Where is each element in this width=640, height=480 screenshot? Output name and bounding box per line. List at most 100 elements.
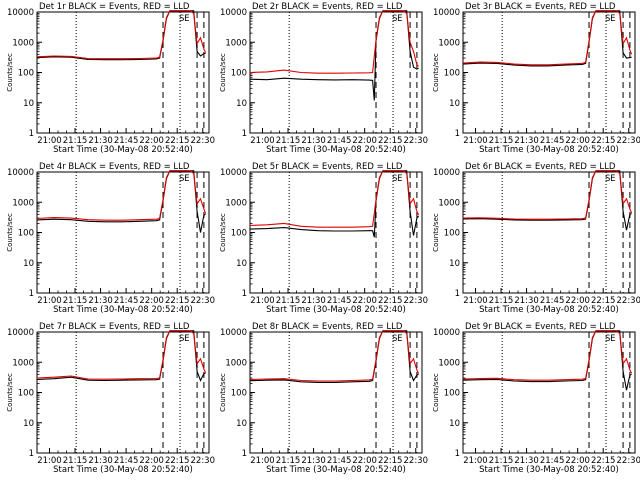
- y-tick-label: 10: [23, 99, 34, 109]
- x-tick-label: 22:15: [165, 136, 190, 146]
- y-tick-label: 1000: [225, 358, 247, 368]
- marker-label-e: E: [397, 174, 402, 184]
- plot-frame: [462, 171, 636, 294]
- y-tick-label: 1000: [438, 198, 460, 208]
- x-tick-label: 21:00: [37, 456, 62, 466]
- marker-label-s: S: [392, 334, 397, 344]
- x-tick-label: 21:45: [540, 136, 565, 146]
- chart-title: Det 5r BLACK = Events, RED = LLD: [252, 162, 403, 172]
- x-tick-label: 22:15: [165, 456, 190, 466]
- series-line-lld: [249, 330, 420, 382]
- y-tick-label: 10: [449, 419, 460, 429]
- chart-panel-1: Det 1r BLACK = Events, RED = LLD 1 10 100 10…: [6, 2, 215, 155]
- y-tick-label: 1: [29, 129, 34, 139]
- y-axis-label: Counts/sec: [432, 373, 440, 412]
- chart-panel-8: Det 8r BLACK = Events, RED = LLD 1 10 100 10…: [219, 322, 428, 475]
- x-tick-label: 21:15: [63, 136, 88, 146]
- x-axis-label: Start Time (30-May-08 20:52:40): [266, 145, 406, 155]
- y-tick-label: 100: [18, 229, 34, 239]
- y-tick-label: 1: [29, 289, 34, 299]
- x-tick-label: 21:45: [114, 456, 139, 466]
- y-tick-label: 10000: [7, 328, 34, 338]
- x-tick-label: 21:00: [250, 136, 275, 146]
- series-line-lld: [249, 170, 420, 228]
- chart-title: Det 9r BLACK = Events, RED = LLD: [465, 322, 616, 332]
- y-tick-label: 1: [242, 129, 247, 139]
- x-tick-label: 22:00: [139, 456, 164, 466]
- y-tick-label: 1000: [12, 38, 34, 48]
- y-tick-label: 100: [18, 389, 34, 399]
- x-tick-label: 21:15: [276, 296, 301, 306]
- x-tick-label: 22:00: [565, 296, 590, 306]
- x-tick-label: 21:00: [250, 456, 275, 466]
- x-tick-label: 21:15: [63, 296, 88, 306]
- x-tick-label: 22:15: [165, 296, 190, 306]
- x-tick-label: 22:00: [139, 136, 164, 146]
- x-axis-label: Start Time (30-May-08 20:52:40): [479, 145, 619, 155]
- y-tick-label: 1: [242, 289, 247, 299]
- y-tick-label: 1: [455, 289, 460, 299]
- y-tick-label: 10000: [220, 8, 247, 18]
- plot-frame: [36, 11, 210, 134]
- x-tick-label: 22:30: [617, 296, 640, 306]
- marker-label-s: S: [179, 174, 184, 184]
- x-tick-label: 21:00: [463, 456, 488, 466]
- chart-panel-2: Det 2r BLACK = Events, RED = LLD 1 10 100 10…: [219, 2, 428, 155]
- marker-label-s: S: [605, 14, 610, 24]
- x-tick-label: 21:45: [327, 456, 352, 466]
- y-tick-label: 10: [236, 99, 247, 109]
- marker-label-s: S: [179, 14, 184, 24]
- chart-title: Det 3r BLACK = Events, RED = LLD: [465, 2, 616, 12]
- marker-label-e: E: [184, 14, 189, 24]
- y-tick-label: 10000: [7, 168, 34, 178]
- x-tick-label: 21:30: [301, 296, 326, 306]
- x-tick-label: 22:30: [617, 456, 640, 466]
- x-tick-label: 21:00: [463, 296, 488, 306]
- y-axis-label: Counts/sec: [6, 213, 14, 252]
- x-tick-label: 22:00: [352, 456, 377, 466]
- x-axis-label: Start Time (30-May-08 20:52:40): [266, 305, 406, 315]
- y-tick-label: 1000: [225, 38, 247, 48]
- plot-frame: [462, 331, 636, 454]
- y-tick-label: 10000: [433, 328, 460, 338]
- x-tick-label: 21:15: [489, 136, 514, 146]
- x-tick-label: 21:15: [489, 456, 514, 466]
- y-tick-label: 10000: [433, 168, 460, 178]
- marker-label-s: S: [392, 14, 397, 24]
- chart-title: Det 7r BLACK = Events, RED = LLD: [39, 322, 190, 332]
- y-tick-label: 10: [449, 259, 460, 269]
- series-line-lld: [462, 170, 633, 220]
- series-line-lld: [36, 10, 207, 60]
- y-tick-label: 1000: [12, 198, 34, 208]
- x-tick-label: 21:00: [463, 136, 488, 146]
- chart-title: Det 4r BLACK = Events, RED = LLD: [39, 162, 190, 172]
- series-line-lld: [462, 10, 633, 66]
- x-tick-label: 21:15: [489, 296, 514, 306]
- x-tick-label: 22:15: [591, 296, 616, 306]
- x-tick-label: 21:00: [37, 136, 62, 146]
- y-tick-label: 1: [29, 449, 34, 459]
- marker-label-s: S: [605, 174, 610, 184]
- y-tick-label: 100: [444, 69, 460, 79]
- y-tick-label: 10: [23, 419, 34, 429]
- x-axis-label: Start Time (30-May-08 20:52:40): [53, 145, 193, 155]
- y-tick-label: 1000: [438, 358, 460, 368]
- chart-panel-3: Det 3r BLACK = Events, RED = LLD 1 10 100 10…: [432, 2, 640, 155]
- y-tick-label: 100: [18, 69, 34, 79]
- x-tick-label: 22:00: [139, 296, 164, 306]
- y-tick-label: 1000: [438, 38, 460, 48]
- marker-label-e: E: [184, 174, 189, 184]
- x-tick-label: 22:30: [191, 456, 216, 466]
- chart-panel-5: Det 5r BLACK = Events, RED = LLD 1 10 100 10…: [219, 162, 428, 315]
- y-axis-label: Counts/sec: [219, 373, 227, 412]
- y-axis-label: Counts/sec: [219, 213, 227, 252]
- marker-label-e: E: [397, 334, 402, 344]
- y-tick-label: 10: [449, 99, 460, 109]
- y-tick-label: 10000: [433, 8, 460, 18]
- chart-title: Det 8r BLACK = Events, RED = LLD: [252, 322, 403, 332]
- y-tick-label: 1000: [225, 198, 247, 208]
- y-tick-label: 1: [455, 449, 460, 459]
- x-tick-label: 22:15: [378, 136, 403, 146]
- y-tick-label: 1: [242, 449, 247, 459]
- y-axis-label: Counts/sec: [432, 213, 440, 252]
